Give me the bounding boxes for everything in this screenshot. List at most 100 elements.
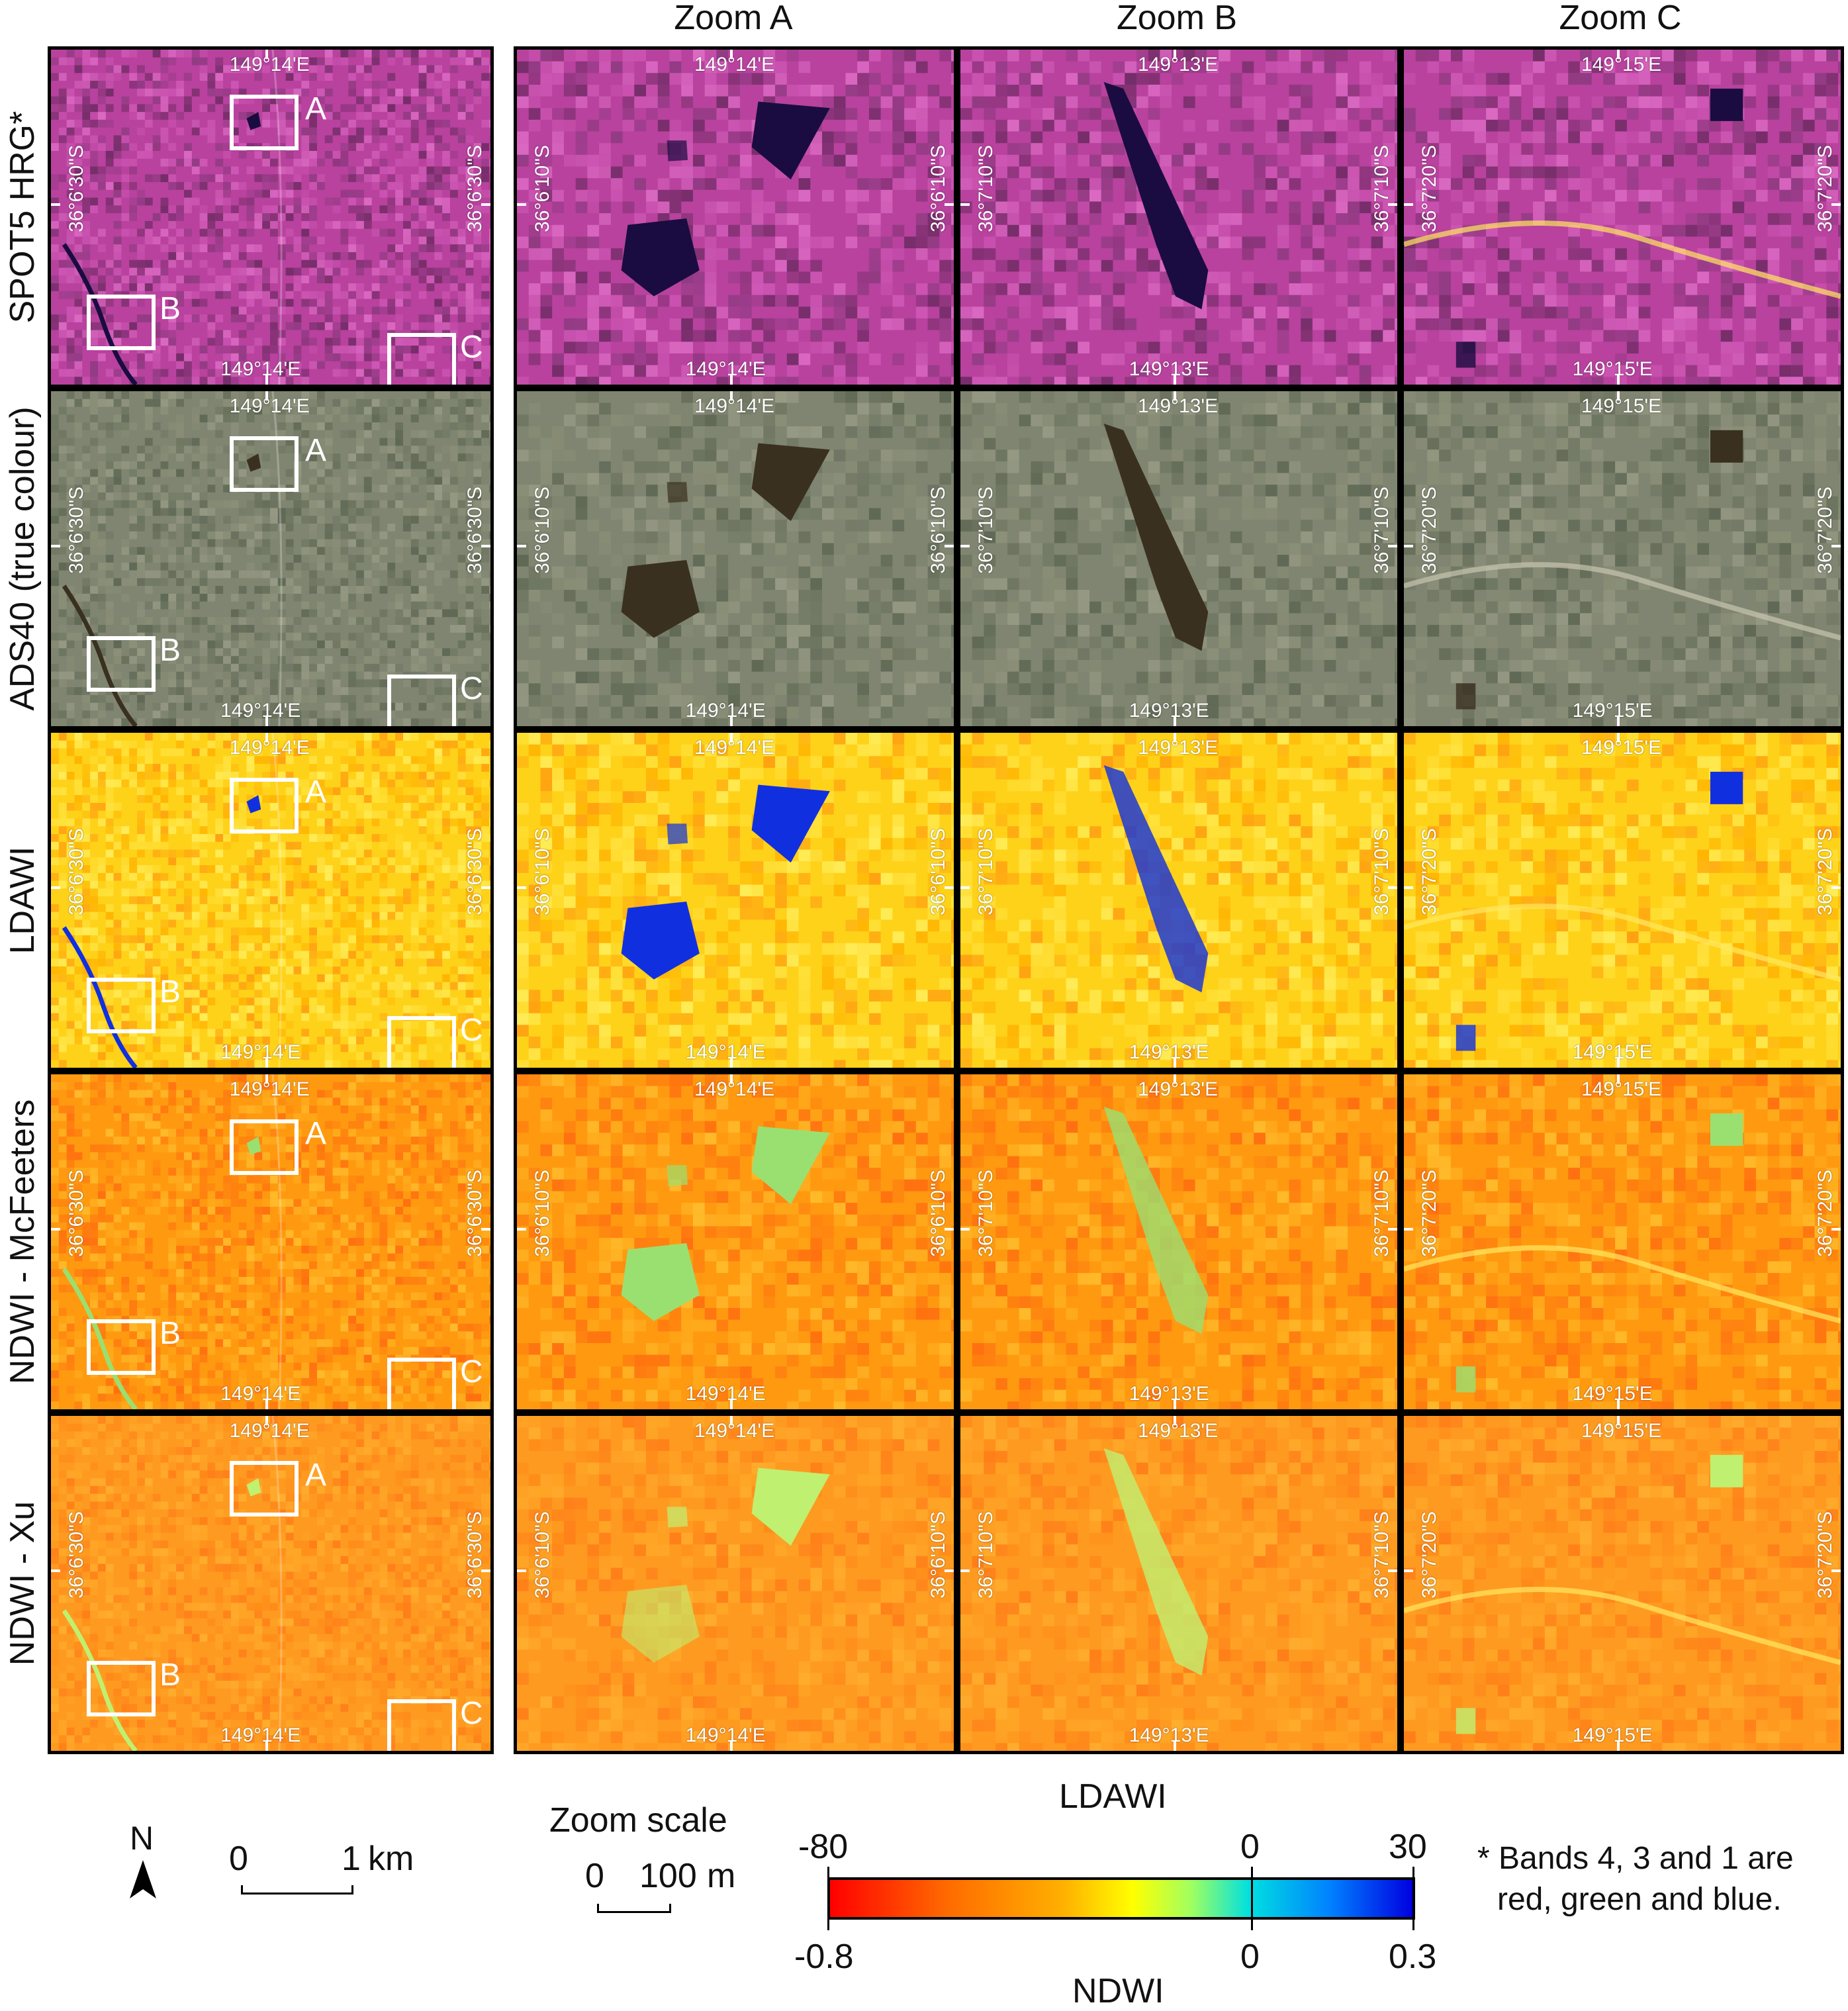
zoom-b-1-tick-right xyxy=(1388,203,1397,207)
overview-1-tick-top xyxy=(265,50,268,59)
zoom-box-c xyxy=(387,333,456,385)
overview-2-tick-bottom xyxy=(265,717,268,726)
zoom-box-label: A xyxy=(305,1458,327,1493)
zoom-c-4-lat-left: 36°7'20"S xyxy=(1418,1170,1440,1258)
zoom-map-a-row-2: 149°14'E 149°14'E 36°6'10"S 36°6'10"S xyxy=(514,388,957,729)
zoom-c-4-lat-right: 36°7'20"S xyxy=(1814,1170,1836,1258)
zoom-a-4-lon-bottom: 149°14'E xyxy=(685,1383,766,1405)
zoom-b-4-lon-top: 149°13'E xyxy=(1138,1078,1219,1100)
zoom-map-b-row-1: 149°13'E 149°13'E 36°7'10"S 36°7'10"S xyxy=(957,46,1401,388)
zoom-box-b xyxy=(87,295,156,350)
zoom-map-a-row-3: 149°14'E 149°14'E 36°6'10"S 36°6'10"S xyxy=(514,729,957,1071)
colorbar-bottom-tick-min: -0.8 xyxy=(794,1938,854,1976)
zoom-box-a xyxy=(230,95,299,150)
zoom-b-2-tick-right xyxy=(1388,545,1397,548)
zoom-b-1-tick-left xyxy=(960,203,970,207)
zoom-a-1-tick-right xyxy=(945,203,954,207)
zoom-b-1-lat-left: 36°7'10"S xyxy=(975,145,997,233)
zoom-b-2-lon-bottom: 149°13'E xyxy=(1129,700,1209,722)
zoom-c-4-tick-top xyxy=(1616,1074,1620,1084)
zoom-b-2-lat-left: 36°7'10"S xyxy=(975,487,997,575)
zoom-box-c xyxy=(387,675,456,726)
zoom-c-3-tick-right xyxy=(1831,886,1841,890)
zoom-c-2-tick-bottom xyxy=(1616,717,1620,726)
zoom-b-4-lat-left: 36°7'10"S xyxy=(975,1170,997,1258)
overview-1-lat-right: 36°6'30"S xyxy=(464,145,486,233)
zoom-scale-end: 100 xyxy=(639,1857,697,1895)
zoom-box-c xyxy=(387,1358,456,1409)
zoom-b-3-tick-bottom xyxy=(1173,1058,1176,1068)
row-header-label: LDAWI xyxy=(3,846,42,955)
overview-5-lat-left: 36°6'30"S xyxy=(66,1511,87,1599)
overview-map-row-4: 149°14'E 149°14'E 36°6'30"S 36°6'30"S A B C xyxy=(48,1071,494,1413)
zoom-map-b-row-2: 149°13'E 149°13'E 36°7'10"S 36°7'10"S xyxy=(957,388,1401,729)
zoom-box-label: B xyxy=(160,633,181,668)
zoom-c-4-tick-bottom xyxy=(1616,1400,1620,1409)
overview-3-tick-top xyxy=(265,733,268,742)
zoom-a-2-tick-top xyxy=(729,391,733,400)
zoom-b-3-lat-left: 36°7'10"S xyxy=(975,828,997,916)
row-header-5: NDWI - Xu xyxy=(3,1501,42,1665)
overview-map-row-1: 149°14'E 149°14'E 36°6'30"S 36°6'30"S A B C xyxy=(48,46,494,388)
overview-5-lat-right: 36°6'30"S xyxy=(464,1511,486,1599)
zoom-a-1-tick-top xyxy=(729,50,733,59)
zoom-map-c-row-2: 149°15'E 149°15'E 36°7'20"S 36°7'20"S xyxy=(1401,388,1844,729)
zoom-a-4-tick-bottom xyxy=(729,1400,733,1409)
zoom-c-4-tick-left xyxy=(1404,1228,1413,1231)
zoom-a-3-tick-bottom xyxy=(729,1058,733,1068)
colorbar-tick-right xyxy=(1412,1867,1414,1930)
zoom-c-2-tick-left xyxy=(1404,545,1413,548)
zoom-a-2-tick-right xyxy=(945,545,954,548)
zoom-a-2-tick-bottom xyxy=(729,717,733,726)
zoom-b-5-lon-top: 149°13'E xyxy=(1138,1420,1219,1442)
zoom-b-3-lon-top: 149°13'E xyxy=(1138,737,1219,759)
zoom-box-label: A xyxy=(305,774,327,810)
zoom-a-3-lat-right: 36°6'10"S xyxy=(927,828,949,916)
colorbar xyxy=(827,1877,1415,1920)
footnote-line-1: * Bands 4, 3 and 1 are xyxy=(1477,1841,1794,1876)
zoom-c-5-lon-top: 149°15'E xyxy=(1581,1420,1662,1442)
zoom-c-1-tick-top xyxy=(1616,50,1620,59)
zoom-box-label: C xyxy=(460,1354,483,1389)
zoom-a-5-lat-left: 36°6'10"S xyxy=(531,1511,553,1599)
zoom-scale-title: Zoom scale xyxy=(549,1801,727,1840)
zoom-box-label: A xyxy=(305,91,327,126)
zoom-a-2-lat-right: 36°6'10"S xyxy=(927,487,949,575)
overview-3-lon-bottom: 149°14'E xyxy=(220,1041,301,1063)
footnote-line-2: red, green and blue. xyxy=(1497,1882,1782,1917)
overview-4-tick-right xyxy=(481,1228,490,1231)
zoom-b-3-lon-bottom: 149°13'E xyxy=(1129,1041,1209,1063)
row-header-label: NDWI - Xu xyxy=(3,1501,42,1666)
overview-2-lat-left: 36°6'30"S xyxy=(66,487,87,575)
zoom-box-a xyxy=(230,1119,299,1175)
overview-scale-unit: km xyxy=(368,1840,414,1878)
zoom-c-3-tick-top xyxy=(1616,733,1620,742)
zoom-c-2-lon-bottom: 149°15'E xyxy=(1572,700,1653,722)
zoom-b-3-tick-top xyxy=(1173,733,1176,742)
zoom-c-5-tick-right xyxy=(1831,1569,1841,1573)
overview-4-tick-top xyxy=(265,1074,268,1084)
zoom-b-1-lon-bottom: 149°13'E xyxy=(1129,358,1209,380)
zoom-scale-bar xyxy=(597,1904,671,1913)
overview-4-tick-bottom xyxy=(265,1400,268,1409)
zoom-c-4-tick-right xyxy=(1831,1228,1841,1231)
zoom-b-1-lon-top: 149°13'E xyxy=(1138,54,1219,75)
zoom-scale-unit: m xyxy=(707,1857,736,1895)
overview-map-row-5: 149°14'E 149°14'E 36°6'30"S 36°6'30"S A B C xyxy=(48,1413,494,1754)
row-header-label: NDWI - McFeeters xyxy=(3,1099,42,1385)
overview-2-tick-left xyxy=(51,545,60,548)
zoom-c-1-lat-right: 36°7'20"S xyxy=(1814,145,1836,233)
zoom-b-5-tick-left xyxy=(960,1569,970,1573)
zoom-map-b-row-4: 149°13'E 149°13'E 36°7'10"S 36°7'10"S xyxy=(957,1071,1401,1413)
zoom-b-1-tick-top xyxy=(1173,50,1176,59)
zoom-b-4-lat-right: 36°7'10"S xyxy=(1371,1170,1393,1258)
zoom-b-5-tick-bottom xyxy=(1173,1742,1176,1751)
zoom-box-label: B xyxy=(160,974,181,1009)
overview-2-tick-right xyxy=(481,545,490,548)
zoom-box-label: C xyxy=(460,1696,483,1731)
column-header-zoom-a: Zoom A xyxy=(674,0,793,37)
zoom-map-c-row-4: 149°15'E 149°15'E 36°7'20"S 36°7'20"S xyxy=(1401,1071,1844,1413)
overview-3-tick-bottom xyxy=(265,1058,268,1068)
zoom-box-label: A xyxy=(305,1116,327,1151)
zoom-c-1-tick-right xyxy=(1831,203,1841,207)
